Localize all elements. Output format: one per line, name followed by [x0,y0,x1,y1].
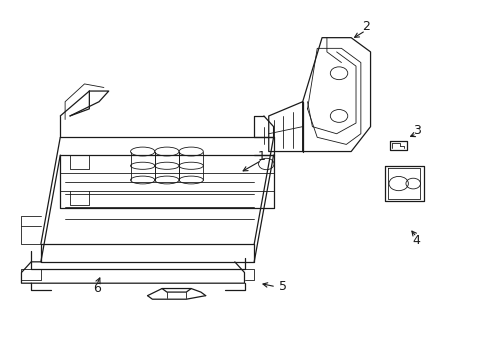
Text: 6: 6 [93,282,101,295]
Text: 5: 5 [279,280,286,293]
Text: 4: 4 [412,234,420,247]
Text: 1: 1 [257,150,265,163]
Text: 3: 3 [412,124,420,137]
Text: 2: 2 [361,21,369,33]
